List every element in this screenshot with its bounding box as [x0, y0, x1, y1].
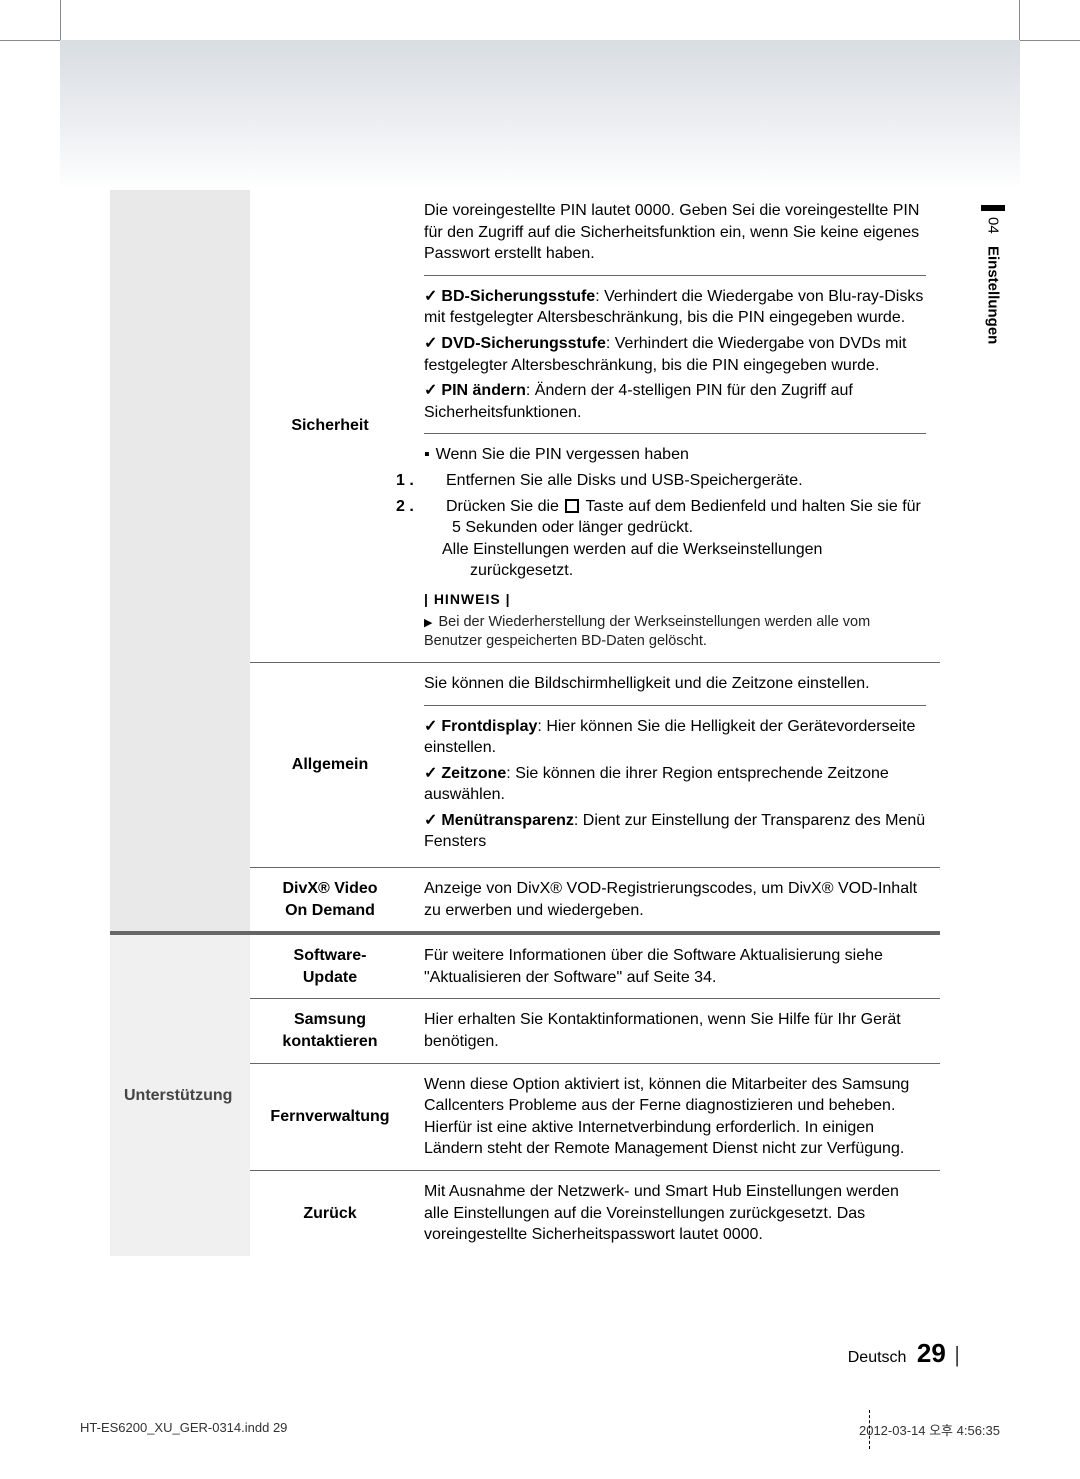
subcat-kontakt: Samsung kontaktieren: [250, 999, 410, 1063]
step-2: 2 .Drücken Sie die Taste auf dem Bedienf…: [424, 496, 926, 582]
stop-icon: [565, 499, 579, 513]
zz-label: Zeitzone: [441, 765, 506, 782]
footer-lang: Deutsch: [848, 1349, 907, 1366]
item-pin: PIN ändern: Ändern der 4-stelligen PIN f…: [424, 380, 926, 423]
forgot-pin-heading: Wenn Sie die PIN vergessen haben: [424, 444, 926, 466]
desc-kontakt: Hier erhalten Sie Kontaktinformationen, …: [410, 999, 940, 1063]
step-1: 1 .Entfernen Sie alle Disks und USB-Spei…: [424, 470, 926, 492]
kontakt-l1: Samsung: [294, 1011, 366, 1028]
footer-bar: |: [954, 1342, 960, 1367]
fd-label: Frontdisplay: [441, 718, 537, 735]
separator: [424, 275, 926, 276]
crop-mark: [1019, 0, 1020, 40]
divx-l2: On Demand: [285, 902, 375, 919]
print-time: 2012-03-14 오후 4:56:35: [859, 1420, 1000, 1439]
settings-table: Sicherheit Die voreingestellte PIN laute…: [110, 190, 940, 1256]
hinweis-note: Bei der Wiederherstellung der Werkseinst…: [424, 613, 926, 652]
chapter-number: 04: [985, 217, 1002, 234]
bd-label: BD-Sicherungsstufe: [441, 288, 595, 305]
subcat-allgemein: Allgemein: [250, 662, 410, 867]
mt-label: Menütransparenz: [441, 812, 573, 829]
kontakt-l2: kontaktieren: [282, 1033, 377, 1050]
item-zeitzone: Zeitzone: Sie können die ihrer Region en…: [424, 763, 926, 806]
crop-mark: [60, 0, 61, 40]
page-footer: Deutsch 29 |: [848, 1338, 960, 1369]
divx-l1: DivX® Video: [282, 880, 377, 897]
dvd-label: DVD-Sicherungsstufe: [441, 335, 605, 352]
item-bd: BD-Sicherungsstufe: Verhindert die Wiede…: [424, 286, 926, 329]
step-2a: Drücken Sie die: [446, 498, 563, 515]
row-update: Unterstützung Software- Update Für weite…: [110, 933, 940, 999]
settings-table-wrapper: Sicherheit Die voreingestellte PIN laute…: [110, 190, 940, 1256]
forgot-steps: 1 .Entfernen Sie alle Disks und USB-Spei…: [424, 470, 926, 582]
desc-allgemein: Sie können die Bildschirmhelligkeit und …: [410, 662, 940, 867]
crop-mark: [1020, 40, 1080, 41]
update-l1: Software-: [294, 947, 367, 964]
category-support: Unterstützung: [110, 933, 250, 1256]
subcat-sicherheit: Sicherheit: [250, 190, 410, 662]
step-1-text: Entfernen Sie alle Disks und USB-Speiche…: [446, 472, 803, 489]
subcat-update: Software- Update: [250, 933, 410, 999]
item-menuetransparenz: Menütransparenz: Dient zur Einstellung d…: [424, 810, 926, 853]
header-banner: [60, 40, 1020, 190]
sicherheit-intro: Die voreingestellte PIN lautet 0000. Geb…: [424, 200, 926, 265]
desc-sicherheit: Die voreingestellte PIN lautet 0000. Geb…: [410, 190, 940, 662]
item-dvd: DVD-Sicherungsstufe: Verhindert die Wied…: [424, 333, 926, 376]
crop-mark: [0, 40, 60, 41]
subcat-zurueck: Zurück: [250, 1171, 410, 1256]
hinweis-label: HINWEIS: [424, 590, 926, 609]
item-frontdisplay: Frontdisplay: Hier können Sie die Hellig…: [424, 716, 926, 759]
footer-page: 29: [917, 1338, 946, 1368]
step-2c: Alle Einstellungen werden auf die Werkse…: [452, 539, 926, 582]
side-tab-bar: [981, 205, 1005, 211]
cut-mark: [869, 1410, 870, 1449]
row-sicherheit: Sicherheit Die voreingestellte PIN laute…: [110, 190, 940, 662]
chapter-side-tab: 04 Einstellungen: [981, 205, 1005, 348]
subcat-fern: Fernverwaltung: [250, 1063, 410, 1170]
print-file: HT-ES6200_XU_GER-0314.indd 29: [80, 1420, 287, 1439]
separator: [424, 433, 926, 434]
print-metadata: HT-ES6200_XU_GER-0314.indd 29 2012-03-14…: [80, 1420, 1000, 1439]
separator: [424, 705, 926, 706]
allgemein-intro: Sie können die Bildschirmhelligkeit und …: [424, 673, 926, 695]
pin-label: PIN ändern: [441, 382, 525, 399]
desc-update: Für weitere Informationen über die Softw…: [410, 933, 940, 999]
subcat-divx: DivX® Video On Demand: [250, 868, 410, 934]
category-blank: [110, 190, 250, 933]
desc-divx: Anzeige von DivX® VOD-Registrierungscode…: [410, 868, 940, 934]
update-l2: Update: [303, 969, 357, 986]
desc-fern: Wenn diese Option aktiviert ist, können …: [410, 1063, 940, 1170]
desc-zurueck: Mit Ausnahme der Netzwerk- und Smart Hub…: [410, 1171, 940, 1256]
chapter-label: Einstellungen: [985, 246, 1002, 344]
